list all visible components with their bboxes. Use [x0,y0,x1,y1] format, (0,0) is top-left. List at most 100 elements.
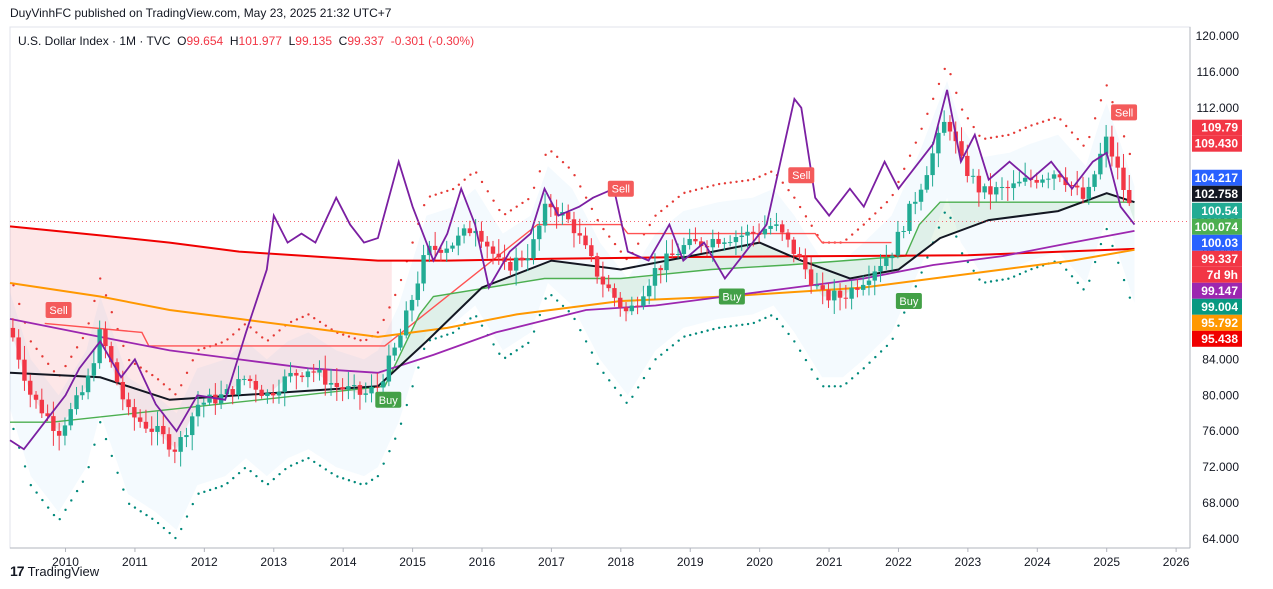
lower-dot [625,401,628,404]
candle-body [594,256,600,277]
lower-dot [596,362,599,366]
upper-dot [226,338,229,341]
price-axis-label: 99.337 [1192,250,1242,267]
upper-dot [966,117,970,120]
candle-body [126,399,131,408]
candle-body [143,421,149,429]
upper-dot [752,178,756,181]
upper-dot [550,150,553,153]
candle-body [525,258,530,261]
upper-dot [480,180,484,184]
tradingview-footer[interactable]: 17 TradingView [10,563,99,579]
x-tick-label: 2016 [469,555,496,569]
lower-dot [301,459,304,462]
lower-dot [746,322,750,326]
lower-dot [793,340,796,343]
y-tick-label: 72.000 [1202,460,1239,474]
legend-low-label: L [288,34,296,48]
lower-dot [70,499,73,502]
candle-body [85,375,91,393]
upper-dot [555,155,559,159]
lower-dot [874,355,877,359]
candle-body [490,246,496,254]
lower-dot [1070,275,1074,278]
candle-body [1011,183,1016,189]
candle-body [565,212,571,220]
lower-dot [989,280,993,283]
upper-dot [492,199,495,202]
candle-body [432,245,438,250]
lower-dot [122,488,125,491]
lower-dot [735,324,738,327]
upper-dot [984,137,987,140]
candle-body [768,225,773,229]
upper-dot [897,180,900,184]
lower-dot [341,477,345,480]
x-tick-label: 2025 [1093,555,1120,569]
candle-body [814,285,820,287]
signal-label: Buy [722,291,741,303]
upper-dot [197,348,200,352]
lower-dot [636,386,640,389]
candle-body [751,231,756,234]
signal-badge [45,301,72,318]
price-label-text: 102.758 [1195,187,1239,201]
upper-dot [341,333,345,336]
candle-body [1103,136,1109,154]
lower-dot [781,325,784,328]
lower-dot [475,315,478,318]
candle-body [120,381,125,400]
lower-dot [579,328,582,332]
price-axis-label: 99.147 [1192,282,1242,299]
signal-badge [718,288,745,305]
lower-dot [758,319,761,322]
upper-dot [318,320,322,324]
lower-dot [266,482,270,486]
price-axis-label: 100.54 [1192,202,1242,219]
price-axis-label: 109.79 [1192,119,1242,136]
lower-dot [180,527,183,531]
price-label-bg [1192,266,1242,283]
ma-red-line [9,225,1135,262]
candle-body [45,413,50,417]
upper-dot [260,336,264,339]
upper-dot [1082,144,1085,147]
y-tick-label: 68.000 [1202,496,1239,510]
signal-buy: Buy [718,288,745,305]
signal-buy: Buy [375,391,402,408]
candle-body [91,363,97,376]
candle-body [299,375,305,378]
symbol-legend: U.S. Dollar Index · 1M · TVC O99.654 H10… [18,34,474,48]
lower-dot [451,331,455,334]
lower-dot [689,333,692,337]
lower-dot [856,372,860,375]
lower-dot [220,485,223,488]
candle-body [172,449,178,452]
lower-dot [324,468,328,471]
lower-dot [770,314,773,317]
upper-dot [729,181,732,184]
price-axis-label: 100.03 [1192,234,1242,251]
upper-dot [1012,131,1016,134]
signal-badge [375,391,402,408]
candle-body [687,238,692,246]
candle-body [340,387,345,390]
lower-dot [1093,260,1097,264]
candle-body [976,175,982,193]
candle-body [247,378,253,381]
candle-body [924,175,930,190]
ma-black-line [9,192,1135,401]
lower-dot [145,513,148,517]
lower-dot [191,502,194,506]
price-label-bg [1192,218,1242,235]
ma-orange-line [9,248,1135,338]
upper-dot [382,318,385,322]
candle-body [733,237,739,243]
lower-dot [631,395,634,398]
upper-dot [908,154,912,157]
upper-dot [706,185,709,189]
candle-body [323,369,328,385]
candle-body [195,404,201,417]
upper-dot [365,338,368,342]
